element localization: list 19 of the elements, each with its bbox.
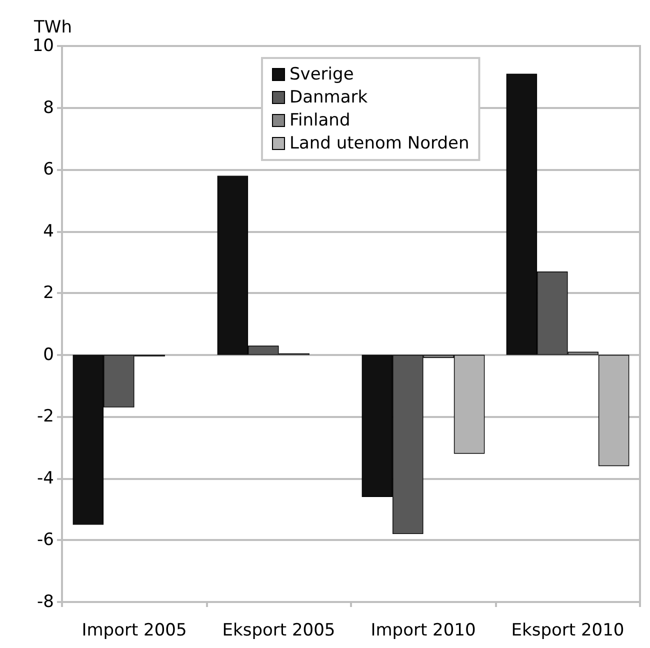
y-tick-label: 4 bbox=[43, 221, 54, 242]
x-tick-label: Eksport 2010 bbox=[511, 620, 624, 640]
y-tick-label: 2 bbox=[43, 283, 54, 304]
y-tick-label: -8 bbox=[37, 592, 54, 612]
legend-label: Danmark bbox=[290, 88, 368, 108]
y-tick-label: -6 bbox=[37, 530, 54, 550]
y-tick-label: -2 bbox=[37, 406, 54, 427]
y-tick-label: -4 bbox=[37, 468, 54, 488]
legend-label: Land utenom Norden bbox=[290, 134, 470, 154]
y-tick-label: 8 bbox=[43, 98, 54, 118]
x-tick-label: Eksport 2005 bbox=[222, 620, 336, 640]
y-tick-label: 0 bbox=[43, 344, 54, 365]
y-axis-title: TWh bbox=[33, 18, 72, 38]
y-tick-label: 10 bbox=[32, 36, 54, 56]
y-tick-label: 6 bbox=[43, 160, 54, 180]
x-tick-label: Import 2005 bbox=[82, 620, 187, 640]
legend-label: Finland bbox=[290, 110, 350, 130]
x-tick-label: Import 2010 bbox=[370, 620, 476, 640]
legend-label: Sverige bbox=[290, 64, 354, 84]
